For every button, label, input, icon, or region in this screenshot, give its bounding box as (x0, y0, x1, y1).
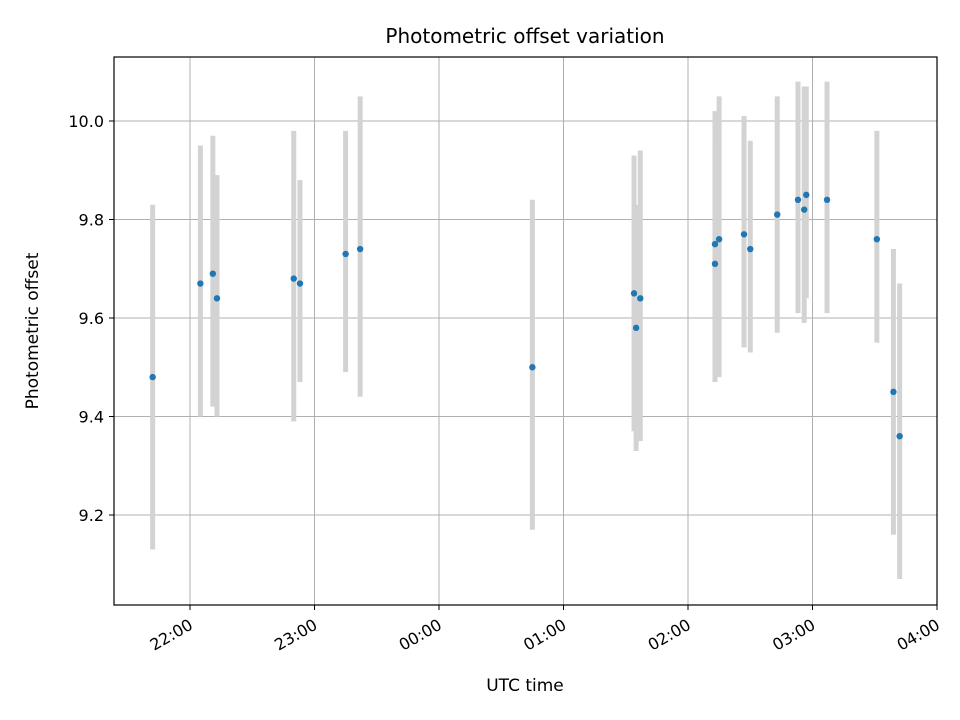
data-point (529, 364, 536, 371)
chart-title: Photometric offset variation (385, 24, 664, 48)
data-point (774, 211, 781, 218)
data-point (149, 373, 156, 381)
data-point (747, 245, 754, 253)
data-point (803, 191, 810, 199)
data-point (794, 196, 802, 203)
data-point (290, 275, 297, 282)
data-point (890, 388, 897, 396)
data-point (213, 295, 221, 302)
data-point (715, 236, 723, 243)
data-point (740, 231, 748, 238)
data-point (711, 260, 719, 268)
data-point (630, 290, 638, 297)
data-point (873, 236, 881, 243)
data-point (896, 433, 903, 440)
data-point (356, 245, 364, 253)
y-tick-label: 9.2 (79, 506, 104, 525)
data-points (149, 191, 903, 440)
grid-lines (114, 57, 938, 605)
data-point (711, 240, 719, 248)
x-axis-title: UTC time (486, 676, 564, 696)
y-tick-label: 9.4 (79, 408, 104, 427)
data-point (637, 295, 644, 302)
y-axis-title: Photometric offset (23, 252, 43, 409)
data-point (801, 206, 808, 213)
y-tick-label: 9.6 (79, 309, 104, 328)
data-point (342, 250, 349, 258)
y-tick-label: 9.8 (79, 211, 104, 230)
y-axis-ticks: 9.2 9.4 9.6 9.8 10.0 (68, 112, 114, 525)
y-tick-label: 10.0 (68, 112, 104, 131)
data-point (296, 280, 304, 287)
data-point (632, 324, 640, 332)
data-point (823, 196, 831, 203)
data-point (209, 270, 217, 277)
data-point (197, 280, 204, 287)
plot-frame (113, 56, 938, 606)
